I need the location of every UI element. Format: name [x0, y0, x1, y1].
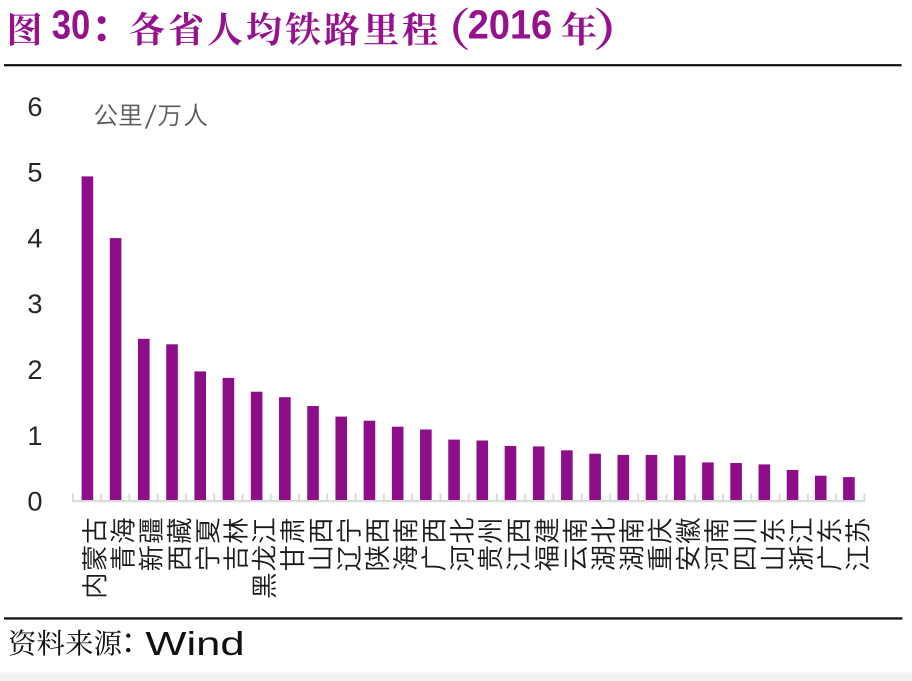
svg-text:5: 5: [27, 157, 42, 188]
svg-text:1: 1: [27, 420, 42, 451]
svg-text:2016: 2016: [468, 2, 552, 48]
svg-text:6: 6: [27, 91, 42, 122]
svg-text:2: 2: [27, 354, 42, 385]
svg-text:Wind: Wind: [145, 626, 244, 663]
svg-text:4: 4: [27, 222, 42, 253]
svg-text:30: 30: [52, 2, 91, 48]
svg-text:3: 3: [27, 288, 42, 319]
svg-text:0: 0: [27, 486, 42, 517]
